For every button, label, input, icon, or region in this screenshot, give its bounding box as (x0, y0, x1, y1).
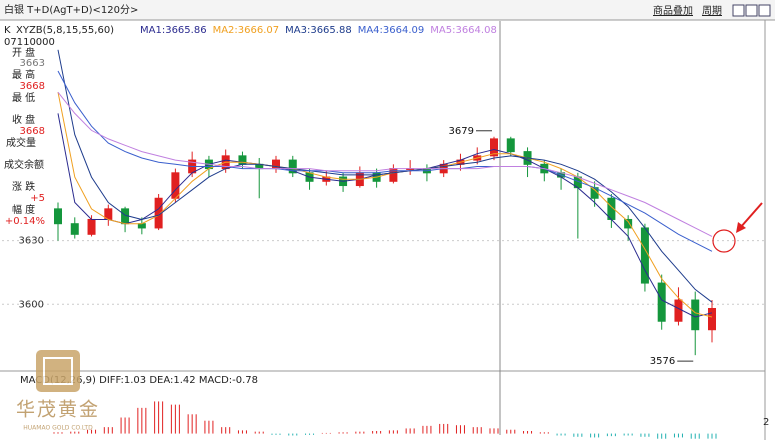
panel-label: 最 低 (12, 91, 35, 104)
logo-mark (36, 350, 80, 392)
indicator-k: K (4, 25, 11, 36)
low-annotation: 3576 (650, 356, 675, 367)
highlight-circle (712, 229, 736, 253)
logo-text: 华茂黄金 (16, 399, 100, 421)
candle-body (674, 299, 683, 322)
panel-label: 收 盘 (12, 113, 35, 126)
ma-line (57, 91, 713, 237)
legend-entry: MA3:3665.88 (285, 25, 352, 36)
candle-body (288, 159, 297, 174)
panel-value: +0.14% (5, 216, 45, 227)
candle-body (70, 223, 79, 235)
ma-line (57, 70, 713, 252)
arrow-head (736, 222, 746, 233)
candle-body (691, 299, 700, 331)
panel-value: 3668 (20, 126, 45, 137)
window-button[interactable] (732, 4, 745, 17)
window-button[interactable] (745, 4, 758, 17)
indicator-name: XYZB(5,8,15,55,60) (16, 25, 114, 36)
panel-label: 幅 度 (12, 203, 35, 216)
candle-body (490, 138, 498, 157)
panel-label: 最 高 (12, 68, 35, 81)
candle-body (657, 282, 666, 322)
candle-body (506, 138, 515, 153)
period-button[interactable]: 周期 (702, 5, 722, 17)
panel-label: 成交量 (6, 136, 36, 149)
panel-label: 开 盘 (12, 46, 35, 59)
panel-value: 3668 (20, 81, 45, 92)
logo: 华茂黄金 HUAMAO GOLD CO.LTD (16, 350, 100, 432)
candle-body (708, 308, 716, 331)
window-button[interactable] (758, 4, 771, 17)
candle-body (87, 218, 96, 235)
candle-body (54, 208, 62, 225)
overlay-button[interactable]: 商品叠加 (653, 4, 693, 17)
arrow (739, 202, 763, 229)
legend-entry: MA4:3664.09 (358, 25, 425, 36)
info-panel: 07110000 开 盘 3663 最 高 3668 最 低 收 盘 3668 … (4, 37, 55, 227)
macd-label: MACD(12,26,9) DIFF:1.03 DEA:1.42 MACD:-0… (20, 375, 258, 386)
panel-value: +5 (30, 193, 45, 204)
logo-subtext: HUAMAO GOLD CO.LTD (23, 425, 93, 432)
y-tick-label: 3600 (19, 299, 44, 310)
panel-date: 07110000 (4, 37, 55, 48)
ma-line (57, 92, 713, 318)
panel-value: 3663 (20, 58, 45, 69)
y-tick-label: 3630 (19, 236, 44, 247)
legend-entry: MA5:3664.08 (430, 25, 497, 36)
candle-body (137, 223, 146, 229)
legend-entry: MA2:3666.07 (213, 25, 280, 36)
candle-body (238, 155, 247, 165)
instrument-title: 白银 T+D(AgT+D)<120分> (4, 3, 138, 16)
page-number: 2 (763, 417, 769, 428)
logo-mark-inner (43, 357, 73, 385)
panel-label: 成交余额 (4, 158, 44, 171)
candle-body (171, 172, 180, 199)
candle-body (624, 218, 633, 229)
legend-entry: MA1:3665.86 (140, 25, 207, 36)
ma-line (57, 49, 713, 303)
high-annotation: 3679 (449, 126, 474, 137)
panel-label: 涨 跌 (12, 180, 35, 193)
toolbar (0, 0, 775, 20)
